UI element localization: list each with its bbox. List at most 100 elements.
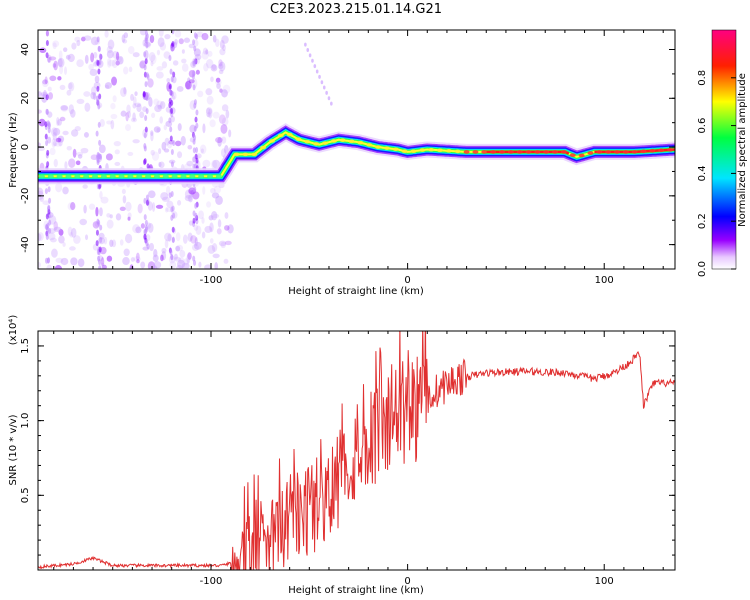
noise-speckle [94, 75, 100, 84]
noise-speckle [212, 34, 217, 43]
noise-speckle [218, 59, 223, 67]
noise-streak [145, 108, 149, 115]
noise-speckle [77, 258, 85, 268]
noise-streak [195, 157, 199, 164]
noise-speckle [207, 50, 213, 57]
noise-streak [48, 219, 52, 226]
noise-speckle [330, 101, 333, 106]
noise-speckle [114, 149, 120, 155]
noise-speckle [213, 185, 222, 194]
noise-speckle [151, 112, 156, 118]
noise-streak [169, 126, 173, 133]
noise-speckle [219, 88, 223, 93]
noise-speckle [70, 257, 78, 266]
noise-speckle [59, 116, 66, 122]
noise-speckle [71, 129, 79, 137]
ridge-blob [171, 174, 178, 179]
noise-speckle [177, 151, 183, 159]
noise-streak [169, 249, 173, 256]
noise-speckle [166, 200, 174, 208]
noise-speckle [140, 223, 145, 229]
noise-speckle [212, 213, 220, 219]
noise-speckle [187, 232, 193, 242]
ridge-blob [596, 150, 603, 154]
noise-speckle [42, 79, 48, 85]
noise-speckle [161, 247, 167, 254]
noise-speckle [152, 254, 159, 262]
noise-speckle [122, 257, 130, 266]
ridge-blob [578, 153, 585, 158]
noise-streak [97, 121, 101, 128]
noise-speckle [115, 56, 123, 63]
noise-speckle [195, 69, 200, 75]
ridge-blob [481, 150, 488, 154]
noise-speckle [187, 77, 191, 84]
noise-speckle [206, 107, 213, 115]
x-tick-label: 0 [404, 275, 410, 286]
noise-streak [143, 158, 147, 165]
ridge-blob [180, 174, 187, 179]
noise-streak [145, 194, 149, 201]
noise-streak [146, 163, 150, 170]
noise-streak [192, 156, 196, 163]
noise-streak [192, 84, 196, 91]
noise-speckle [76, 98, 85, 104]
noise-speckle [98, 144, 106, 154]
noise-streak [172, 140, 176, 147]
noise-speckle [56, 117, 60, 126]
noise-streak [194, 116, 198, 123]
ridge-blob [189, 174, 196, 179]
noise-speckle [83, 35, 92, 41]
ridge-blob [268, 139, 275, 143]
noise-speckle [157, 104, 162, 110]
noise-streak [192, 138, 196, 145]
noise-speckle [159, 42, 167, 51]
noise-speckle [217, 219, 222, 228]
colorbar-tick-label: 0.4 [697, 165, 708, 181]
noise-speckle [134, 102, 142, 108]
noise-streak [170, 45, 174, 52]
noise-speckle [220, 241, 226, 249]
noise-speckle [164, 232, 172, 242]
colorbar-tick-label: 0.2 [697, 213, 708, 229]
noise-speckle [190, 235, 197, 244]
noise-speckle [174, 140, 182, 147]
noise-streak [142, 91, 146, 98]
noise-speckle [219, 39, 225, 50]
ridge-blob [667, 147, 674, 152]
noise-speckle [218, 240, 227, 247]
noise-speckle [123, 86, 127, 95]
noise-streak [96, 151, 100, 158]
ridge-blob [286, 132, 293, 137]
noise-speckle [137, 203, 143, 214]
noise-speckle [215, 38, 220, 48]
y-tick-label: 20 [20, 92, 31, 105]
noise-speckle [39, 196, 45, 202]
noise-speckle [130, 93, 134, 102]
noise-speckle [211, 64, 217, 70]
noise-speckle [99, 191, 103, 199]
noise-speckle [311, 58, 314, 63]
noise-speckle [153, 248, 158, 258]
ridge-blob [233, 152, 240, 157]
noise-speckle [148, 97, 153, 107]
noise-speckle [67, 53, 75, 63]
noise-streak [146, 243, 150, 250]
noise-speckle [208, 108, 213, 119]
noise-streak [168, 55, 172, 62]
noise-speckle [222, 84, 231, 94]
ridge-blob [445, 149, 452, 153]
noise-speckle [38, 118, 46, 127]
ridge-blob [136, 174, 143, 179]
noise-speckle [155, 71, 164, 79]
noise-speckle [53, 60, 58, 71]
noise-speckle [150, 131, 154, 142]
ridge-blob [322, 141, 329, 145]
noise-streak [96, 60, 100, 67]
noise-speckle [175, 244, 184, 252]
noise-speckle [177, 123, 182, 131]
noise-speckle [318, 74, 321, 79]
noise-speckle [211, 159, 217, 170]
noise-streak [95, 240, 99, 247]
noise-speckle [304, 42, 307, 47]
